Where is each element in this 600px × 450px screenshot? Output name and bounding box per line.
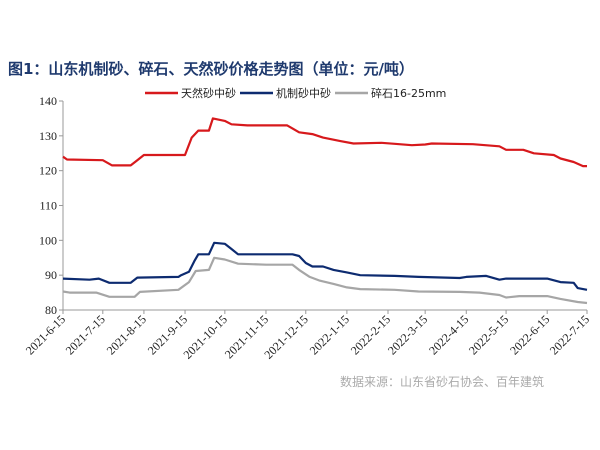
x-tick-label: 2022-2-15 <box>348 312 393 357</box>
legend-label-2: 碎石16-25mm <box>371 86 446 100</box>
y-tick-label: 140 <box>39 94 57 108</box>
y-tick-label: 80 <box>45 303 57 317</box>
chart-title: 图1：山东机制砂、碎石、天然砂价格走势图（单位：元/吨） <box>8 60 414 78</box>
series-line-1 <box>62 241 588 291</box>
x-tick-label: 2021-10-15 <box>180 312 229 361</box>
series-line-0 <box>62 117 587 168</box>
y-tick-label: 120 <box>39 164 57 178</box>
legend-label-0: 天然砂中砂 <box>181 86 236 100</box>
x-tick-label: 2022-6-15 <box>507 312 552 357</box>
series-line-2 <box>62 256 588 305</box>
y-tick-label: 90 <box>45 268 57 282</box>
y-tick-label: 100 <box>39 233 57 247</box>
x-tick-label: 2022-7-15 <box>547 312 592 357</box>
x-tick-label: 2022-3-15 <box>385 312 430 357</box>
y-tick-label: 110 <box>39 199 57 213</box>
x-tick-label: 2021-12-15 <box>261 312 310 361</box>
x-tick-label: 2022-4-15 <box>426 312 471 357</box>
x-tick-label: 2022-1-15 <box>307 312 352 357</box>
x-tick-label: 2021-7-15 <box>63 312 108 357</box>
x-tick-label: 2021-6-15 <box>23 312 68 357</box>
x-tick-label: 2021-8-15 <box>104 312 149 357</box>
y-tick-label: 130 <box>39 129 57 143</box>
x-tick-label: 2022-5-15 <box>466 312 511 357</box>
data-source: 数据来源：山东省砂石协会、百年建筑 <box>340 375 545 389</box>
legend-label-1: 机制砂中砂 <box>276 86 331 100</box>
